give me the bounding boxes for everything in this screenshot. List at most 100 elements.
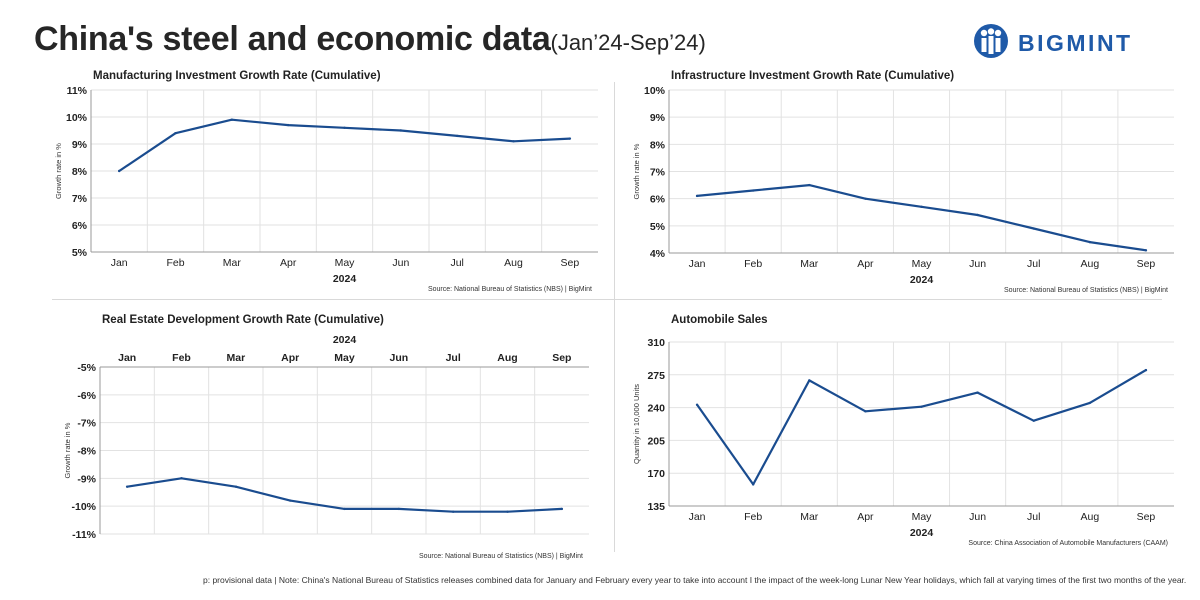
series-line: [695, 368, 1148, 486]
x-tick-label: Feb: [172, 352, 191, 364]
x-tick-label: Aug: [1080, 258, 1099, 270]
data-point: [920, 405, 923, 408]
x-axis-title: 2024: [910, 274, 934, 286]
chart-real-estate: Real Estate Development Growth Rate (Cum…: [63, 314, 589, 560]
y-tick-label: 170: [647, 468, 665, 480]
data-point: [286, 123, 290, 127]
page-title-main: China's steel and economic data: [34, 20, 551, 58]
x-tick-label: Mar: [800, 511, 819, 523]
data-point: [1032, 227, 1035, 230]
data-point: [568, 137, 572, 140]
data-point: [451, 510, 455, 513]
data-point: [343, 126, 346, 129]
chart-title: Automobile Sales: [671, 314, 768, 326]
data-point: [1144, 368, 1148, 372]
x-axis-title: 2024: [333, 334, 357, 346]
x-tick-label: Jan: [111, 257, 128, 269]
y-tick-label: 9%: [650, 112, 666, 124]
y-axis-title: Quantity in 10,000 Units: [632, 384, 641, 464]
y-tick-label: -10%: [71, 501, 96, 513]
x-tick-label: Aug: [1080, 511, 1099, 523]
data-point: [560, 507, 564, 511]
y-tick-label: 10%: [66, 112, 88, 124]
chart-title: Manufacturing Investment Growth Rate (Cu…: [93, 70, 381, 82]
data-point: [180, 477, 183, 480]
y-tick-label: 4%: [650, 248, 666, 260]
y-tick-label: 5%: [72, 247, 88, 259]
data-point: [976, 213, 979, 217]
data-point: [751, 483, 755, 486]
y-tick-label: 9%: [72, 139, 88, 151]
data-point: [920, 205, 923, 209]
x-tick-label: Mar: [226, 352, 245, 364]
data-point: [288, 499, 292, 502]
y-tick-label: 11%: [67, 85, 88, 97]
x-tick-label: May: [912, 258, 933, 270]
x-tick-label: Jul: [1027, 258, 1040, 270]
x-tick-label: Jan: [689, 511, 706, 523]
chart-automobile: Automobile Sales 135 170 205 240 275 310 Jan Feb…: [632, 314, 1174, 547]
x-tick-label: Jun: [392, 257, 409, 269]
y-tick-label: 240: [647, 403, 665, 415]
x-tick-label: Sep: [1137, 511, 1156, 523]
data-point: [864, 197, 867, 200]
y-axis-title: Growth rate in %: [54, 143, 63, 199]
y-axis-title: Growth rate in %: [63, 422, 72, 478]
y-tick-label: -9%: [77, 473, 96, 485]
data-point: [864, 410, 867, 413]
data-point: [808, 183, 811, 187]
y-tick-label: -8%: [77, 446, 96, 458]
x-tick-label: Sep: [560, 257, 579, 269]
data-point: [343, 507, 346, 511]
y-tick-label: 10%: [644, 85, 666, 97]
x-tick-label: Sep: [1137, 258, 1156, 270]
data-point: [1088, 401, 1092, 405]
data-point: [1088, 240, 1092, 244]
y-tick-label: 8%: [72, 166, 88, 178]
x-tick-label: May: [912, 511, 933, 523]
x-tick-label: Jan: [118, 352, 136, 364]
x-axis-title: 2024: [910, 527, 934, 539]
y-tick-label: 5%: [650, 221, 666, 233]
brand-name: BIGMINT: [1018, 30, 1133, 56]
data-point: [397, 507, 401, 511]
x-tick-label: Apr: [857, 511, 874, 523]
y-tick-label: 275: [647, 370, 665, 382]
x-axis-title: 2024: [333, 273, 357, 285]
data-point: [234, 485, 238, 488]
data-point: [125, 485, 129, 488]
y-tick-label: 7%: [72, 193, 88, 205]
x-tick-label: Aug: [497, 352, 517, 364]
x-tick-label: Aug: [504, 257, 523, 269]
data-point: [976, 391, 979, 394]
data-point: [1032, 419, 1035, 422]
y-tick-label: 205: [647, 435, 665, 447]
chart-source: Source: National Bureau of Statistics (N…: [419, 553, 583, 560]
y-tick-label: -5%: [77, 362, 96, 374]
chart-source: Source: National Bureau of Statistics (N…: [1004, 287, 1168, 294]
chart-title: Real Estate Development Growth Rate (Cum…: [102, 314, 384, 326]
x-tick-label: Jun: [389, 352, 408, 364]
data-point: [808, 379, 811, 382]
x-tick-label: Mar: [800, 258, 819, 270]
x-tick-label: Sep: [552, 352, 571, 364]
x-tick-label: Jun: [969, 511, 986, 523]
y-axis-title: Growth rate in %: [632, 143, 641, 199]
data-point: [506, 510, 509, 513]
data-point: [512, 140, 515, 143]
panel-divider-vertical: [614, 82, 615, 552]
x-tick-label: Jun: [969, 258, 986, 270]
y-tick-label: 135: [647, 501, 665, 513]
x-tick-label: May: [334, 352, 355, 364]
series-line: [126, 477, 563, 513]
bigmint-logo-icon: [974, 24, 1008, 58]
data-point: [399, 129, 403, 132]
y-tick-label: -6%: [77, 390, 96, 402]
data-point: [751, 189, 755, 192]
x-tick-label: Feb: [744, 511, 762, 523]
x-tick-label: Feb: [744, 258, 762, 270]
x-tick-label: Jan: [689, 258, 706, 270]
data-point: [695, 194, 699, 198]
data-point: [174, 132, 177, 135]
data-point: [117, 169, 121, 173]
